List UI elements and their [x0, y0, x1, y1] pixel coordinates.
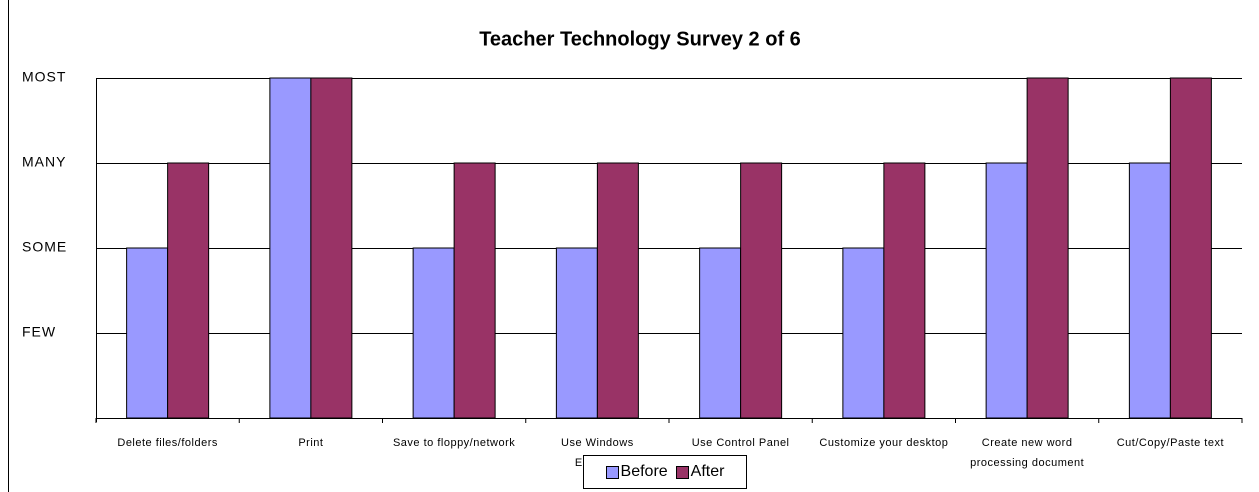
legend-swatch: [605, 465, 619, 479]
legend-label: Before: [620, 463, 668, 480]
bar: [740, 162, 783, 419]
x-tick-label: Create new word processing document: [970, 437, 1085, 469]
bar: [167, 162, 210, 419]
bar: [126, 247, 169, 419]
bar: [1026, 77, 1069, 419]
bar: [985, 162, 1028, 419]
legend-item: After: [675, 463, 725, 481]
x-tick-label: Print: [298, 437, 324, 449]
legend-label: After: [690, 463, 725, 480]
bar: [699, 247, 742, 419]
y-tick-label: MOST: [22, 69, 66, 85]
bar: [412, 247, 455, 419]
bar: [842, 247, 885, 419]
bar: [310, 77, 353, 419]
bar: [1128, 162, 1171, 419]
legend-item: Before: [605, 463, 668, 481]
chart-title: Teacher Technology Survey 2 of 6: [479, 28, 801, 50]
x-tick-label: Customize your desktop: [819, 437, 949, 449]
x-tick-label: Save to floppy/network: [392, 437, 516, 449]
bar: [883, 162, 926, 419]
legend: Before After: [583, 455, 747, 489]
bar: [1169, 77, 1212, 419]
y-tick-label: SOME: [22, 239, 67, 255]
y-tick-label: FEW: [22, 324, 56, 340]
bar: [555, 247, 598, 419]
legend-swatch: [675, 465, 689, 479]
x-tick-label: Cut/Copy/Paste text: [1116, 437, 1225, 449]
bar: [269, 77, 312, 419]
y-tick-label: MANY: [22, 154, 66, 170]
x-tick-label: Delete files/folders: [117, 437, 218, 449]
x-tick-label: Use Control Panel: [691, 437, 790, 449]
bar: [453, 162, 496, 419]
bar: [596, 162, 639, 419]
